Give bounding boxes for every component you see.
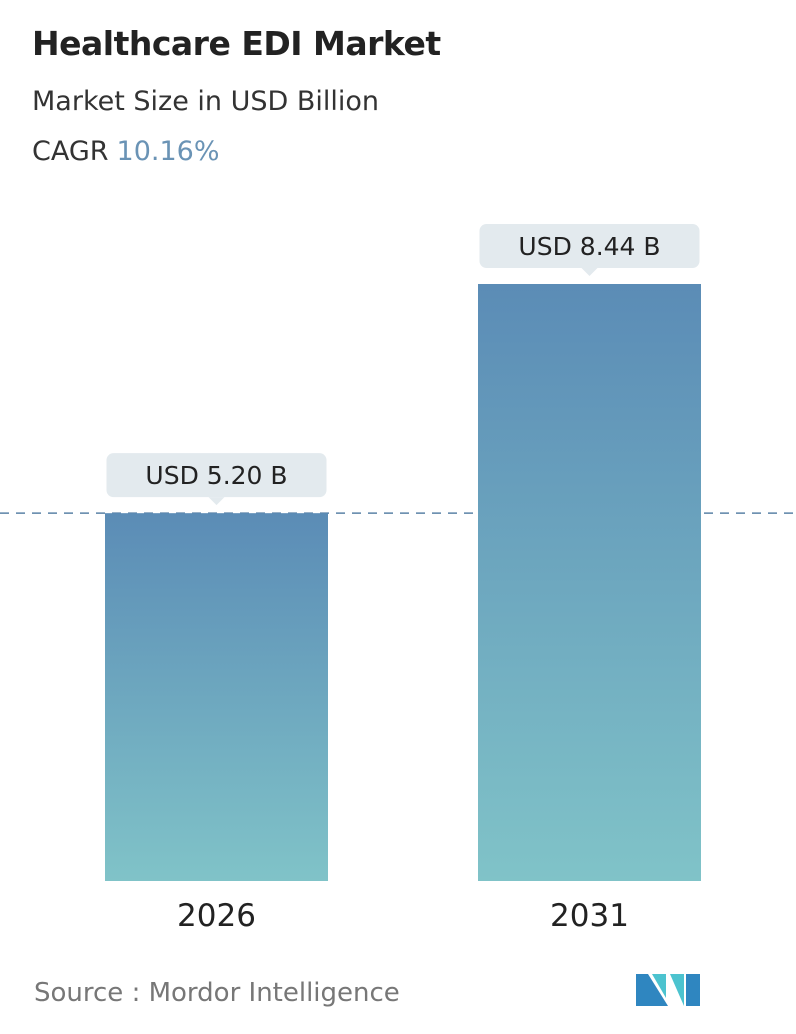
data-label-pointer: [208, 497, 225, 506]
data-label-pointer: [581, 268, 598, 276]
data-label: USD 5.20 B: [145, 461, 287, 490]
bar-2031: [478, 284, 701, 881]
data-label: USD 8.44 B: [518, 232, 660, 261]
chart-subtitle: Market Size in USD Billion: [32, 86, 380, 117]
cagr: CAGR 10.16%: [32, 136, 219, 167]
bar-2026: [105, 513, 328, 881]
cagr-value: 10.16%: [116, 136, 220, 167]
x-tick-label: 2026: [177, 898, 256, 934]
source-text: Source : Mordor Intelligence: [34, 978, 400, 1008]
x-tick-label: 2031: [550, 898, 629, 934]
page-title: Healthcare EDI Market: [32, 24, 441, 63]
mordor-logo-icon: [636, 974, 700, 1006]
cagr-label: CAGR: [32, 136, 109, 167]
data-label-box: [479, 224, 700, 268]
data-label-box: [106, 453, 327, 498]
